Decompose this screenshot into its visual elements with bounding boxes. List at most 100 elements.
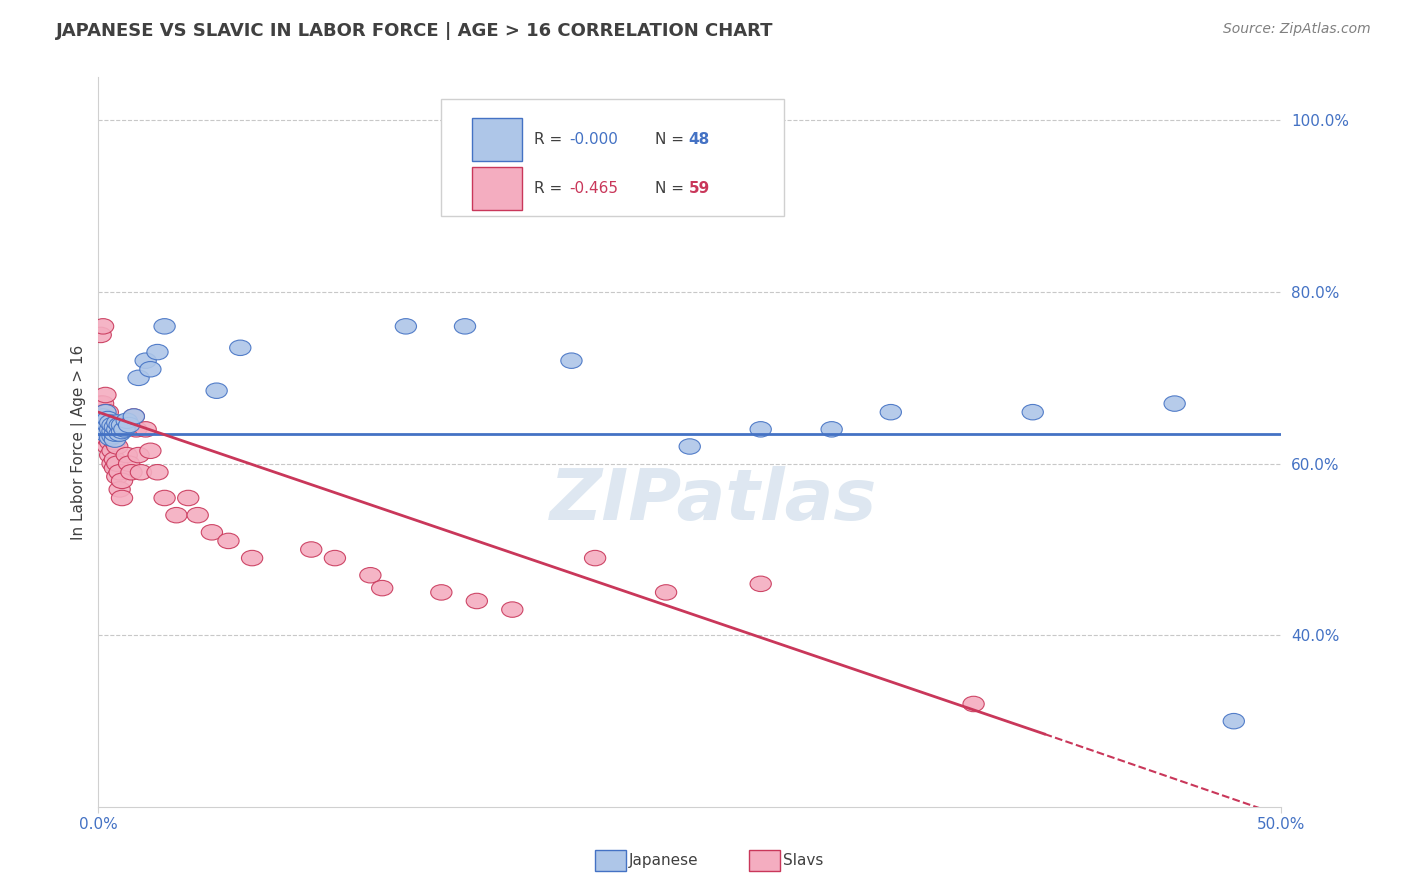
Ellipse shape: [111, 473, 132, 489]
Ellipse shape: [110, 425, 131, 442]
Ellipse shape: [124, 409, 145, 425]
Text: JAPANESE VS SLAVIC IN LABOR FORCE | AGE > 16 CORRELATION CHART: JAPANESE VS SLAVIC IN LABOR FORCE | AGE …: [56, 22, 773, 40]
FancyBboxPatch shape: [472, 167, 522, 210]
Ellipse shape: [94, 425, 117, 442]
Ellipse shape: [90, 413, 111, 428]
Ellipse shape: [107, 439, 128, 454]
Ellipse shape: [1223, 714, 1244, 729]
Text: -0.000: -0.000: [569, 132, 619, 147]
Ellipse shape: [963, 697, 984, 712]
Ellipse shape: [93, 404, 114, 420]
Ellipse shape: [101, 428, 124, 444]
Ellipse shape: [97, 417, 118, 433]
Text: R =: R =: [534, 132, 567, 147]
Ellipse shape: [561, 353, 582, 368]
Ellipse shape: [110, 482, 131, 497]
Ellipse shape: [121, 465, 142, 480]
Ellipse shape: [93, 415, 114, 430]
Ellipse shape: [325, 550, 346, 566]
Ellipse shape: [107, 415, 128, 430]
Ellipse shape: [104, 432, 125, 448]
Ellipse shape: [101, 456, 124, 471]
Ellipse shape: [93, 409, 114, 425]
Ellipse shape: [187, 508, 208, 523]
Ellipse shape: [146, 465, 169, 480]
Ellipse shape: [114, 422, 135, 437]
Ellipse shape: [93, 422, 114, 437]
Ellipse shape: [111, 424, 132, 439]
Ellipse shape: [104, 460, 125, 475]
Ellipse shape: [128, 370, 149, 385]
Ellipse shape: [139, 443, 162, 458]
Ellipse shape: [229, 340, 250, 356]
Ellipse shape: [655, 584, 676, 600]
Ellipse shape: [101, 443, 124, 458]
Text: Slavs: Slavs: [783, 854, 824, 868]
Ellipse shape: [100, 430, 121, 446]
Ellipse shape: [114, 422, 135, 437]
Ellipse shape: [97, 411, 118, 426]
Text: 48: 48: [689, 132, 710, 147]
Ellipse shape: [97, 424, 118, 439]
Ellipse shape: [131, 465, 152, 480]
Ellipse shape: [749, 422, 772, 437]
Ellipse shape: [100, 422, 121, 437]
Ellipse shape: [94, 430, 117, 446]
Ellipse shape: [128, 448, 149, 463]
Ellipse shape: [111, 491, 132, 506]
FancyBboxPatch shape: [472, 118, 522, 161]
Ellipse shape: [100, 434, 121, 450]
Ellipse shape: [104, 419, 125, 434]
Text: N =: N =: [655, 132, 689, 147]
Ellipse shape: [111, 417, 132, 433]
Ellipse shape: [118, 417, 139, 433]
Ellipse shape: [679, 439, 700, 454]
Ellipse shape: [430, 584, 451, 600]
Ellipse shape: [395, 318, 416, 334]
Ellipse shape: [749, 576, 772, 591]
Ellipse shape: [107, 456, 128, 471]
Ellipse shape: [454, 318, 475, 334]
Ellipse shape: [94, 413, 117, 428]
Ellipse shape: [100, 415, 121, 430]
Ellipse shape: [1022, 404, 1043, 420]
Ellipse shape: [135, 353, 156, 368]
Ellipse shape: [139, 361, 162, 377]
Ellipse shape: [585, 550, 606, 566]
Ellipse shape: [125, 422, 146, 437]
Ellipse shape: [94, 417, 117, 433]
Ellipse shape: [90, 396, 111, 411]
Ellipse shape: [100, 448, 121, 463]
Ellipse shape: [97, 439, 118, 454]
Text: Japanese: Japanese: [628, 854, 699, 868]
Ellipse shape: [360, 567, 381, 583]
Ellipse shape: [97, 425, 118, 442]
Ellipse shape: [201, 524, 222, 540]
Ellipse shape: [94, 404, 117, 420]
Ellipse shape: [821, 422, 842, 437]
Ellipse shape: [90, 404, 111, 420]
Text: ZIPatlas: ZIPatlas: [550, 467, 877, 535]
Ellipse shape: [94, 420, 117, 435]
Ellipse shape: [94, 404, 117, 420]
Ellipse shape: [117, 413, 138, 428]
Ellipse shape: [110, 417, 131, 433]
Ellipse shape: [135, 422, 156, 437]
Text: N =: N =: [655, 181, 689, 196]
Ellipse shape: [93, 422, 114, 437]
Ellipse shape: [502, 602, 523, 617]
Ellipse shape: [153, 318, 176, 334]
Ellipse shape: [97, 404, 118, 420]
Ellipse shape: [371, 581, 392, 596]
Ellipse shape: [166, 508, 187, 523]
Ellipse shape: [104, 425, 125, 442]
Ellipse shape: [880, 404, 901, 420]
Ellipse shape: [118, 456, 139, 471]
Ellipse shape: [100, 417, 121, 433]
Ellipse shape: [90, 417, 111, 433]
Ellipse shape: [242, 550, 263, 566]
Ellipse shape: [218, 533, 239, 549]
FancyBboxPatch shape: [441, 99, 785, 216]
Ellipse shape: [467, 593, 488, 608]
Ellipse shape: [104, 451, 125, 467]
